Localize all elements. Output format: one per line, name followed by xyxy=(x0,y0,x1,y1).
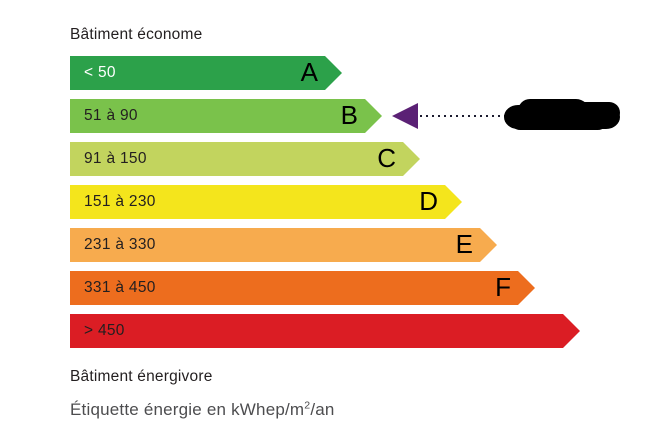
energy-class-row-D: 151 à 230 D xyxy=(70,185,462,219)
energy-class-range-label: 151 à 230 xyxy=(84,193,156,210)
redacted-value-blob xyxy=(504,99,622,133)
energy-class-row-E: 231 à 330 E xyxy=(70,228,497,262)
energy-class-letter: D xyxy=(419,186,438,216)
energy-class-letter: B xyxy=(340,100,358,130)
energy-class-bar-B xyxy=(70,99,382,133)
energy-class-letter: A xyxy=(300,57,318,87)
energy-class-range-label: 331 à 450 xyxy=(84,279,156,296)
unit-text-pre: Étiquette énergie en kWhep/m xyxy=(70,400,305,419)
class-pointer-triangle-icon xyxy=(392,103,418,129)
unit-exponent: 2 xyxy=(304,399,311,412)
energy-class-letter: F xyxy=(495,272,511,302)
energy-class-bar-E xyxy=(70,228,497,262)
energy-class-range-label: < 50 xyxy=(84,64,116,81)
energy-class-bar-F xyxy=(70,271,535,305)
energy-class-bar-G xyxy=(70,314,580,348)
energy-class-row-B: 51 à 90 B xyxy=(70,99,382,133)
marker-leader-line xyxy=(420,115,505,117)
energy-class-letter: E xyxy=(455,229,473,259)
energy-class-row-A: < 50 A xyxy=(70,56,342,90)
caption-energy-intensive-building: Bâtiment énergivore xyxy=(70,368,213,385)
energy-class-letter: C xyxy=(377,143,396,173)
energy-class-range-label: 231 à 330 xyxy=(84,236,156,253)
energy-class-bar-A xyxy=(70,56,342,90)
caption-energy-unit: Étiquette énergie en kWhep/m2/an xyxy=(70,400,335,420)
energy-class-row-C: 91 à 150 C xyxy=(70,142,420,176)
energy-class-range-label: 51 à 90 xyxy=(84,107,138,124)
energy-class-range-label: 91 à 150 xyxy=(84,150,147,167)
energy-class-bar-D xyxy=(70,185,462,219)
energy-class-range-label: > 450 xyxy=(84,322,125,339)
energy-class-row-G: > 450 xyxy=(70,314,580,348)
energy-class-row-F: 331 à 450 F xyxy=(70,271,535,305)
caption-economical-building: Bâtiment économe xyxy=(70,26,203,43)
energy-class-bar-C xyxy=(70,142,420,176)
unit-text-post: /an xyxy=(310,400,335,419)
